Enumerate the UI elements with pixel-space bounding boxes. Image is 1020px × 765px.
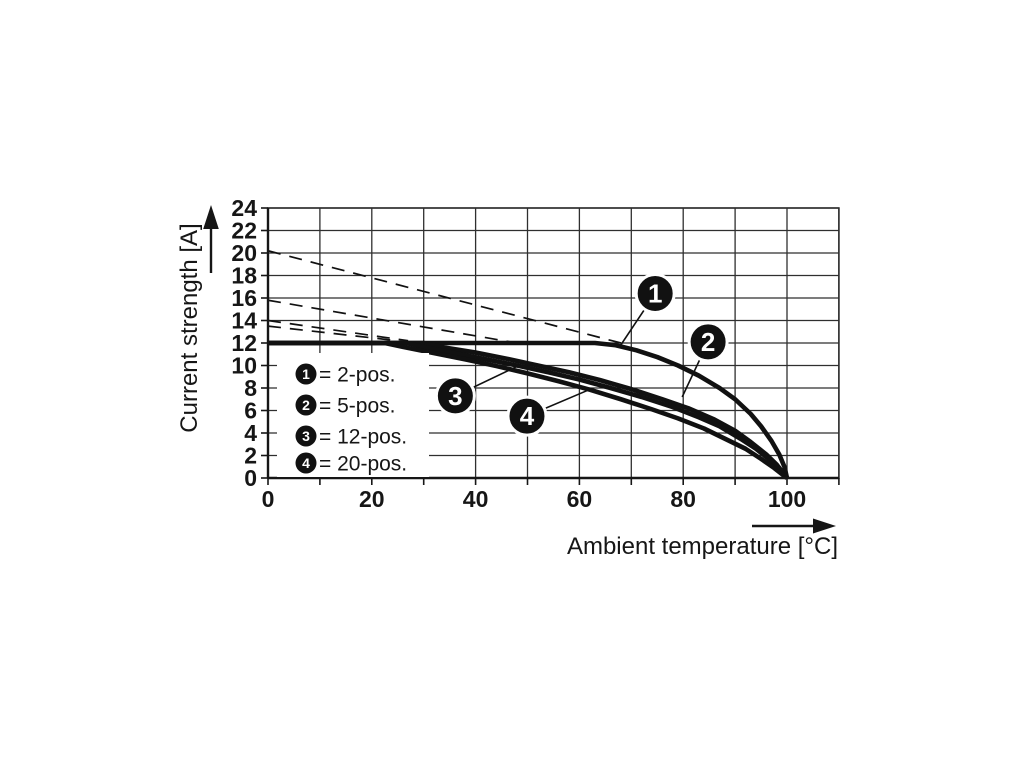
- legend-marker-number: 3: [302, 428, 310, 444]
- y-tick-label: 14: [231, 308, 257, 334]
- legend-entry-label: = 2-pos.: [319, 364, 395, 387]
- x-tick-label: 40: [463, 486, 489, 512]
- legend: 1 = 2-pos. 2 = 5-pos. 3 = 12-pos. 4 = 20-pos.: [277, 353, 429, 477]
- x-tick-label: 100: [768, 486, 806, 512]
- legend-entry-label: = 20-pos.: [319, 453, 407, 476]
- legend-marker-2-icon: [295, 394, 317, 416]
- y-tick-label: 16: [231, 285, 257, 311]
- y-tick-label: 18: [231, 263, 257, 289]
- callout-2-badge: [687, 321, 729, 363]
- x-axis-label: Ambient temperature [°C]: [567, 533, 838, 560]
- legend-marker-4-icon: [295, 452, 317, 474]
- callout-2-number: 2: [701, 327, 715, 357]
- callout-4-number: 4: [520, 401, 535, 431]
- curve-2-pos: [268, 340, 790, 479]
- callout-3-number: 3: [448, 381, 462, 411]
- legend-entry-label: = 5-pos.: [319, 395, 395, 418]
- y-tick-label: 8: [244, 375, 257, 401]
- curve-12-pos: [268, 340, 789, 480]
- legend-marker-number: 1: [302, 366, 310, 382]
- y-axis-title-group: Current strength [A]: [176, 205, 219, 433]
- y-tick-label: 24: [231, 195, 257, 221]
- dashed-guide-line: [267, 319, 409, 342]
- y-axis-arrow-icon: [203, 205, 219, 273]
- curve-20-pos: [268, 340, 789, 480]
- callout-3-badge: [434, 375, 476, 417]
- dashed-guide-line: [267, 325, 393, 342]
- x-tick-label: 20: [359, 486, 385, 512]
- x-tick-label: 0: [262, 486, 275, 512]
- dashed-guide-line: [267, 249, 622, 344]
- legend-marker-1-icon: [295, 363, 317, 385]
- x-axis-arrow-icon: [752, 518, 836, 534]
- y-tick-label: 10: [231, 353, 257, 379]
- legend-marker-number: 4: [302, 455, 310, 471]
- legend-marker-number: 2: [302, 397, 310, 413]
- y-tick-label: 2: [244, 443, 257, 469]
- y-axis-label: Current strength [A]: [176, 223, 203, 432]
- dashed-guide-lines: [267, 249, 622, 344]
- y-tick-label: 22: [231, 218, 257, 244]
- x-axis-title-group: Ambient temperature [°C]: [567, 518, 838, 560]
- callout-1-badge: [634, 273, 676, 314]
- y-tick-label: 0: [244, 465, 257, 491]
- legend-entry-label: = 12-pos.: [319, 426, 407, 449]
- y-tick-label: 6: [244, 398, 257, 424]
- callout-4-badge: [506, 395, 548, 437]
- y-tick-label: 4: [244, 420, 257, 446]
- y-tick-label: 20: [231, 240, 257, 266]
- derating-curves: [268, 340, 790, 480]
- curve-callouts: 1 2 3 4: [434, 273, 729, 437]
- x-tick-label: 60: [567, 486, 593, 512]
- x-tick-label: 80: [670, 486, 696, 512]
- y-tick-label: 12: [231, 330, 257, 356]
- legend-marker-3-icon: [295, 425, 317, 447]
- dashed-guide-line: [267, 299, 518, 344]
- axis-ticks: [261, 207, 840, 485]
- callout-1-number: 1: [648, 279, 662, 309]
